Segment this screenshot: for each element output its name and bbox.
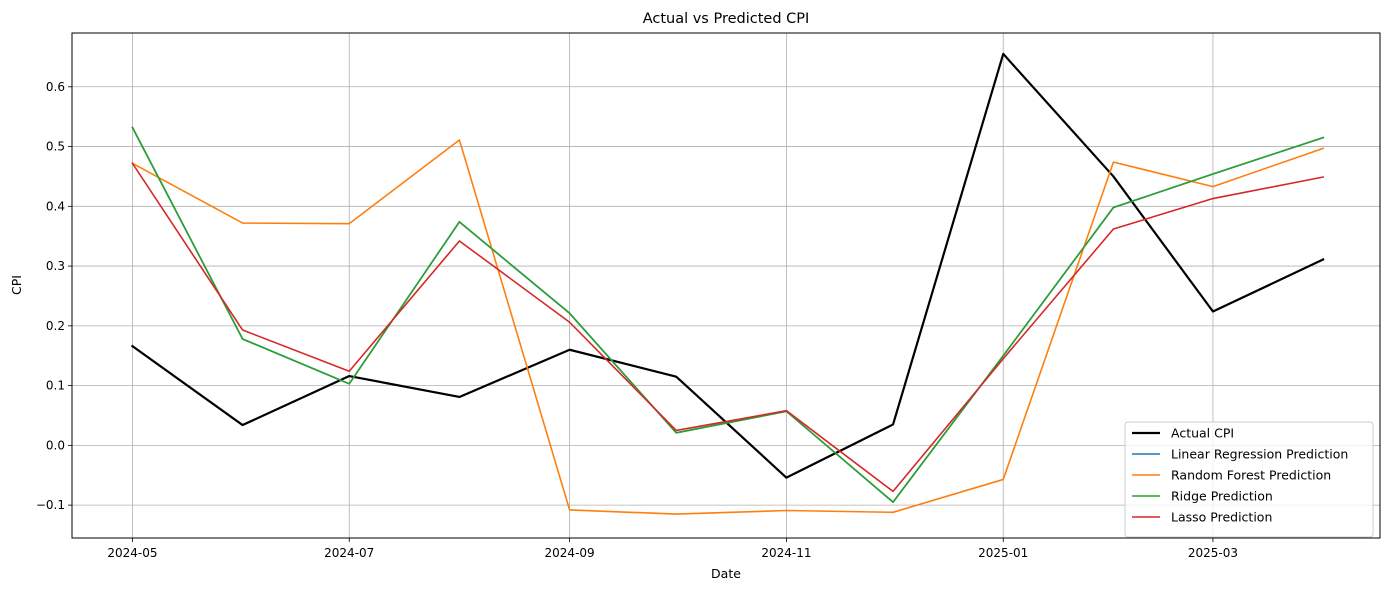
x-axis-title: Date xyxy=(711,566,741,581)
chart-title: Actual vs Predicted CPI xyxy=(643,11,810,27)
series-layer xyxy=(130,52,1325,515)
y-tick-label: 0.5 xyxy=(46,140,65,154)
series-line-random-forest-prediction xyxy=(131,139,1325,515)
x-tick-label: 2024-07 xyxy=(324,546,374,560)
x-tick-label: 2025-03 xyxy=(1188,546,1238,560)
y-tick-label: 0.0 xyxy=(46,438,65,452)
ticks: 2024-05 2024-07 2024-09 2024-11 2025-01 2025-… xyxy=(36,80,1238,560)
series-line-actual-cpi xyxy=(130,52,1325,479)
legend-label: Random Forest Prediction xyxy=(1171,468,1331,483)
legend-label: Ridge Prediction xyxy=(1171,489,1273,504)
y-tick-label: 0.1 xyxy=(46,379,65,393)
x-tick-label: 2025-01 xyxy=(978,546,1028,560)
x-tick-label: 2024-11 xyxy=(761,546,811,560)
series-line-lasso-prediction xyxy=(131,162,1325,493)
legend-label: Lasso Prediction xyxy=(1171,510,1272,525)
y-tick-label: 0.3 xyxy=(46,259,65,273)
y-tick-label: 0.4 xyxy=(46,199,65,213)
x-tick-label: 2024-05 xyxy=(107,546,157,560)
legend-label: Actual CPI xyxy=(1171,426,1234,441)
legend: Actual CPI Linear Regression Prediction Ra… xyxy=(1124,421,1374,538)
y-tick-label: −0.1 xyxy=(36,498,65,512)
legend-box xyxy=(1124,421,1374,538)
x-tick-label: 2024-09 xyxy=(545,546,595,560)
y-axis-title: CPI xyxy=(9,275,24,295)
series-line-ridge-prediction xyxy=(131,126,1325,503)
plot-frame xyxy=(71,32,1381,539)
legend-label: Linear Regression Prediction xyxy=(1171,447,1348,462)
y-tick-label: 0.6 xyxy=(46,80,65,94)
y-tick-label: 0.2 xyxy=(46,319,65,333)
